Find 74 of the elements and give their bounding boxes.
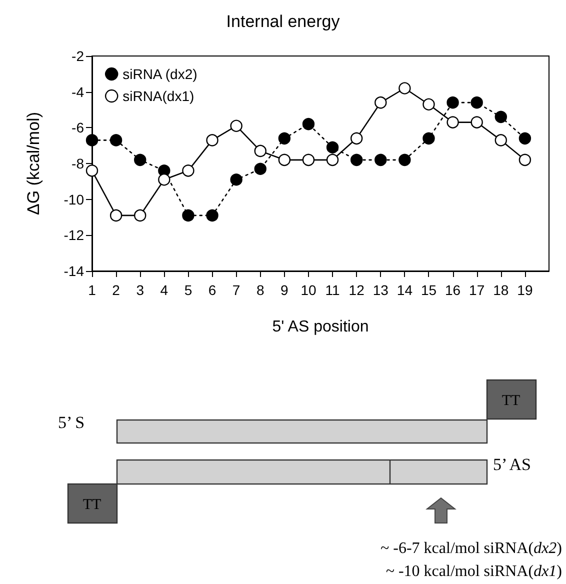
x-tick-label: 3 xyxy=(136,282,144,298)
point xyxy=(278,154,291,166)
y-tick-label: -14 xyxy=(64,263,84,279)
x-tick-label: 6 xyxy=(208,282,216,298)
text: TT xyxy=(502,393,520,409)
text: ~ -10 kcal/mol siRNA(dx1) xyxy=(386,563,562,580)
point xyxy=(374,154,387,166)
point xyxy=(422,98,435,110)
point xyxy=(110,209,122,222)
x-tick-label: 11 xyxy=(325,282,340,298)
legend-label: siRNA (dx2) xyxy=(122,66,198,82)
x-tick-label: 15 xyxy=(420,282,437,298)
y-tick-label: -4 xyxy=(72,84,84,100)
legend-label: siRNA(dx1) xyxy=(122,88,194,104)
point xyxy=(494,110,507,124)
text: 5’ AS xyxy=(493,455,531,474)
x-tick-label: 14 xyxy=(396,282,413,298)
point xyxy=(230,174,242,186)
x-tick-label: 5 xyxy=(184,282,192,298)
point xyxy=(302,118,315,130)
x-tick-label: 12 xyxy=(348,282,365,298)
point xyxy=(254,144,266,158)
x-tick-label: 1 xyxy=(88,282,96,298)
point xyxy=(230,120,242,132)
y-tick-label: -6 xyxy=(72,120,84,136)
point xyxy=(134,209,146,222)
x-tick-label: 19 xyxy=(517,282,533,298)
x-tick-label: 17 xyxy=(469,282,485,298)
point xyxy=(86,164,98,177)
point xyxy=(350,154,363,166)
x-tick-label: 2 xyxy=(112,282,120,298)
point xyxy=(110,134,122,146)
point xyxy=(326,141,339,154)
point xyxy=(518,154,532,166)
text: TT xyxy=(82,497,102,513)
point xyxy=(518,132,532,145)
point xyxy=(494,134,507,146)
point xyxy=(182,164,194,177)
point xyxy=(422,132,435,145)
x-tick-label: 8 xyxy=(256,282,264,298)
point xyxy=(374,96,387,109)
point xyxy=(254,162,266,175)
y-axis-title: ΔG (kcal/mol) xyxy=(24,112,43,215)
text: ~ -6-7 kcal/mol siRNA(dx2) xyxy=(380,540,562,557)
point xyxy=(470,96,483,109)
point xyxy=(158,174,170,186)
point xyxy=(446,116,459,128)
point xyxy=(398,154,411,166)
text: 5’ S xyxy=(58,413,85,432)
point xyxy=(446,96,459,109)
point xyxy=(206,209,218,222)
x-tick-label: 16 xyxy=(445,282,461,298)
y-tick-label: -10 xyxy=(64,191,84,208)
point xyxy=(326,154,339,166)
y-tick-label: -8 xyxy=(72,156,84,172)
point xyxy=(398,82,411,94)
chart-title: Internal energy xyxy=(226,12,340,31)
point xyxy=(350,132,363,145)
x-axis-title: 5' AS position xyxy=(272,318,369,336)
point xyxy=(206,134,218,146)
x-tick-label: 10 xyxy=(300,282,316,298)
x-tick-label: 4 xyxy=(160,282,168,298)
x-tick-label: 9 xyxy=(280,282,289,298)
point xyxy=(470,116,483,128)
point xyxy=(182,209,194,222)
x-tick-label: 13 xyxy=(372,282,389,298)
point xyxy=(278,132,291,145)
point xyxy=(134,154,146,166)
point xyxy=(302,154,315,166)
x-tick-label: 7 xyxy=(232,282,240,298)
x-tick-label: 18 xyxy=(493,282,509,298)
point xyxy=(86,134,98,146)
y-tick-label: -2 xyxy=(72,48,84,64)
y-tick-label: -12 xyxy=(64,227,84,244)
